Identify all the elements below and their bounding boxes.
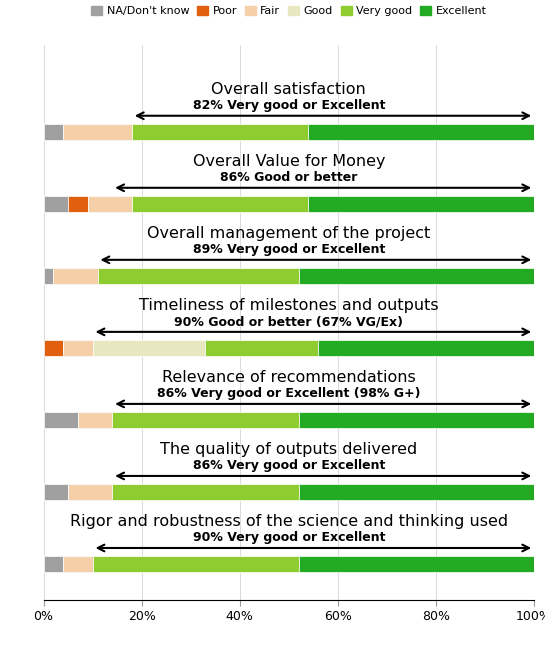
- Bar: [44, 268, 53, 284]
- Bar: [93, 556, 299, 571]
- Bar: [308, 124, 534, 139]
- Text: 86% Very good or Excellent (98% G+): 86% Very good or Excellent (98% G+): [157, 387, 421, 401]
- Bar: [98, 268, 299, 284]
- Bar: [299, 556, 534, 571]
- Bar: [112, 484, 299, 500]
- Bar: [112, 412, 299, 428]
- Bar: [44, 124, 63, 139]
- Text: The quality of outputs delivered: The quality of outputs delivered: [160, 442, 417, 457]
- Bar: [63, 556, 93, 571]
- Bar: [205, 340, 318, 355]
- Bar: [44, 340, 63, 355]
- Bar: [78, 412, 112, 428]
- Text: 89% Very good or Excellent: 89% Very good or Excellent: [193, 243, 385, 256]
- Bar: [299, 484, 534, 500]
- Bar: [308, 195, 534, 212]
- Bar: [132, 195, 308, 212]
- Legend: NA/Don't know, Poor, Fair, Good, Very good, Excellent: NA/Don't know, Poor, Fair, Good, Very go…: [91, 6, 487, 16]
- Text: Overall Value for Money: Overall Value for Money: [192, 154, 385, 168]
- Bar: [44, 484, 68, 500]
- Bar: [44, 195, 68, 212]
- Bar: [63, 124, 132, 139]
- Bar: [44, 556, 63, 571]
- Bar: [53, 268, 98, 284]
- Bar: [299, 268, 534, 284]
- Bar: [68, 484, 112, 500]
- Text: Overall management of the project: Overall management of the project: [147, 226, 431, 241]
- Text: Rigor and robustness of the science and thinking used: Rigor and robustness of the science and …: [70, 514, 508, 529]
- Text: 90% Very good or Excellent: 90% Very good or Excellent: [192, 531, 385, 544]
- Bar: [44, 412, 78, 428]
- Text: 86% Good or better: 86% Good or better: [220, 171, 358, 184]
- Bar: [318, 340, 534, 355]
- Text: 82% Very good or Excellent: 82% Very good or Excellent: [192, 99, 385, 112]
- Bar: [68, 195, 88, 212]
- Bar: [299, 412, 534, 428]
- Bar: [63, 340, 93, 355]
- Text: 90% Good or better (67% VG/Ex): 90% Good or better (67% VG/Ex): [174, 315, 403, 328]
- Bar: [93, 340, 205, 355]
- Text: Overall satisfaction: Overall satisfaction: [211, 82, 366, 97]
- Text: 86% Very good or Excellent: 86% Very good or Excellent: [193, 459, 385, 472]
- Bar: [88, 195, 132, 212]
- Text: Timeliness of milestones and outputs: Timeliness of milestones and outputs: [139, 298, 439, 313]
- Bar: [132, 124, 308, 139]
- Text: Relevance of recommendations: Relevance of recommendations: [162, 370, 416, 385]
